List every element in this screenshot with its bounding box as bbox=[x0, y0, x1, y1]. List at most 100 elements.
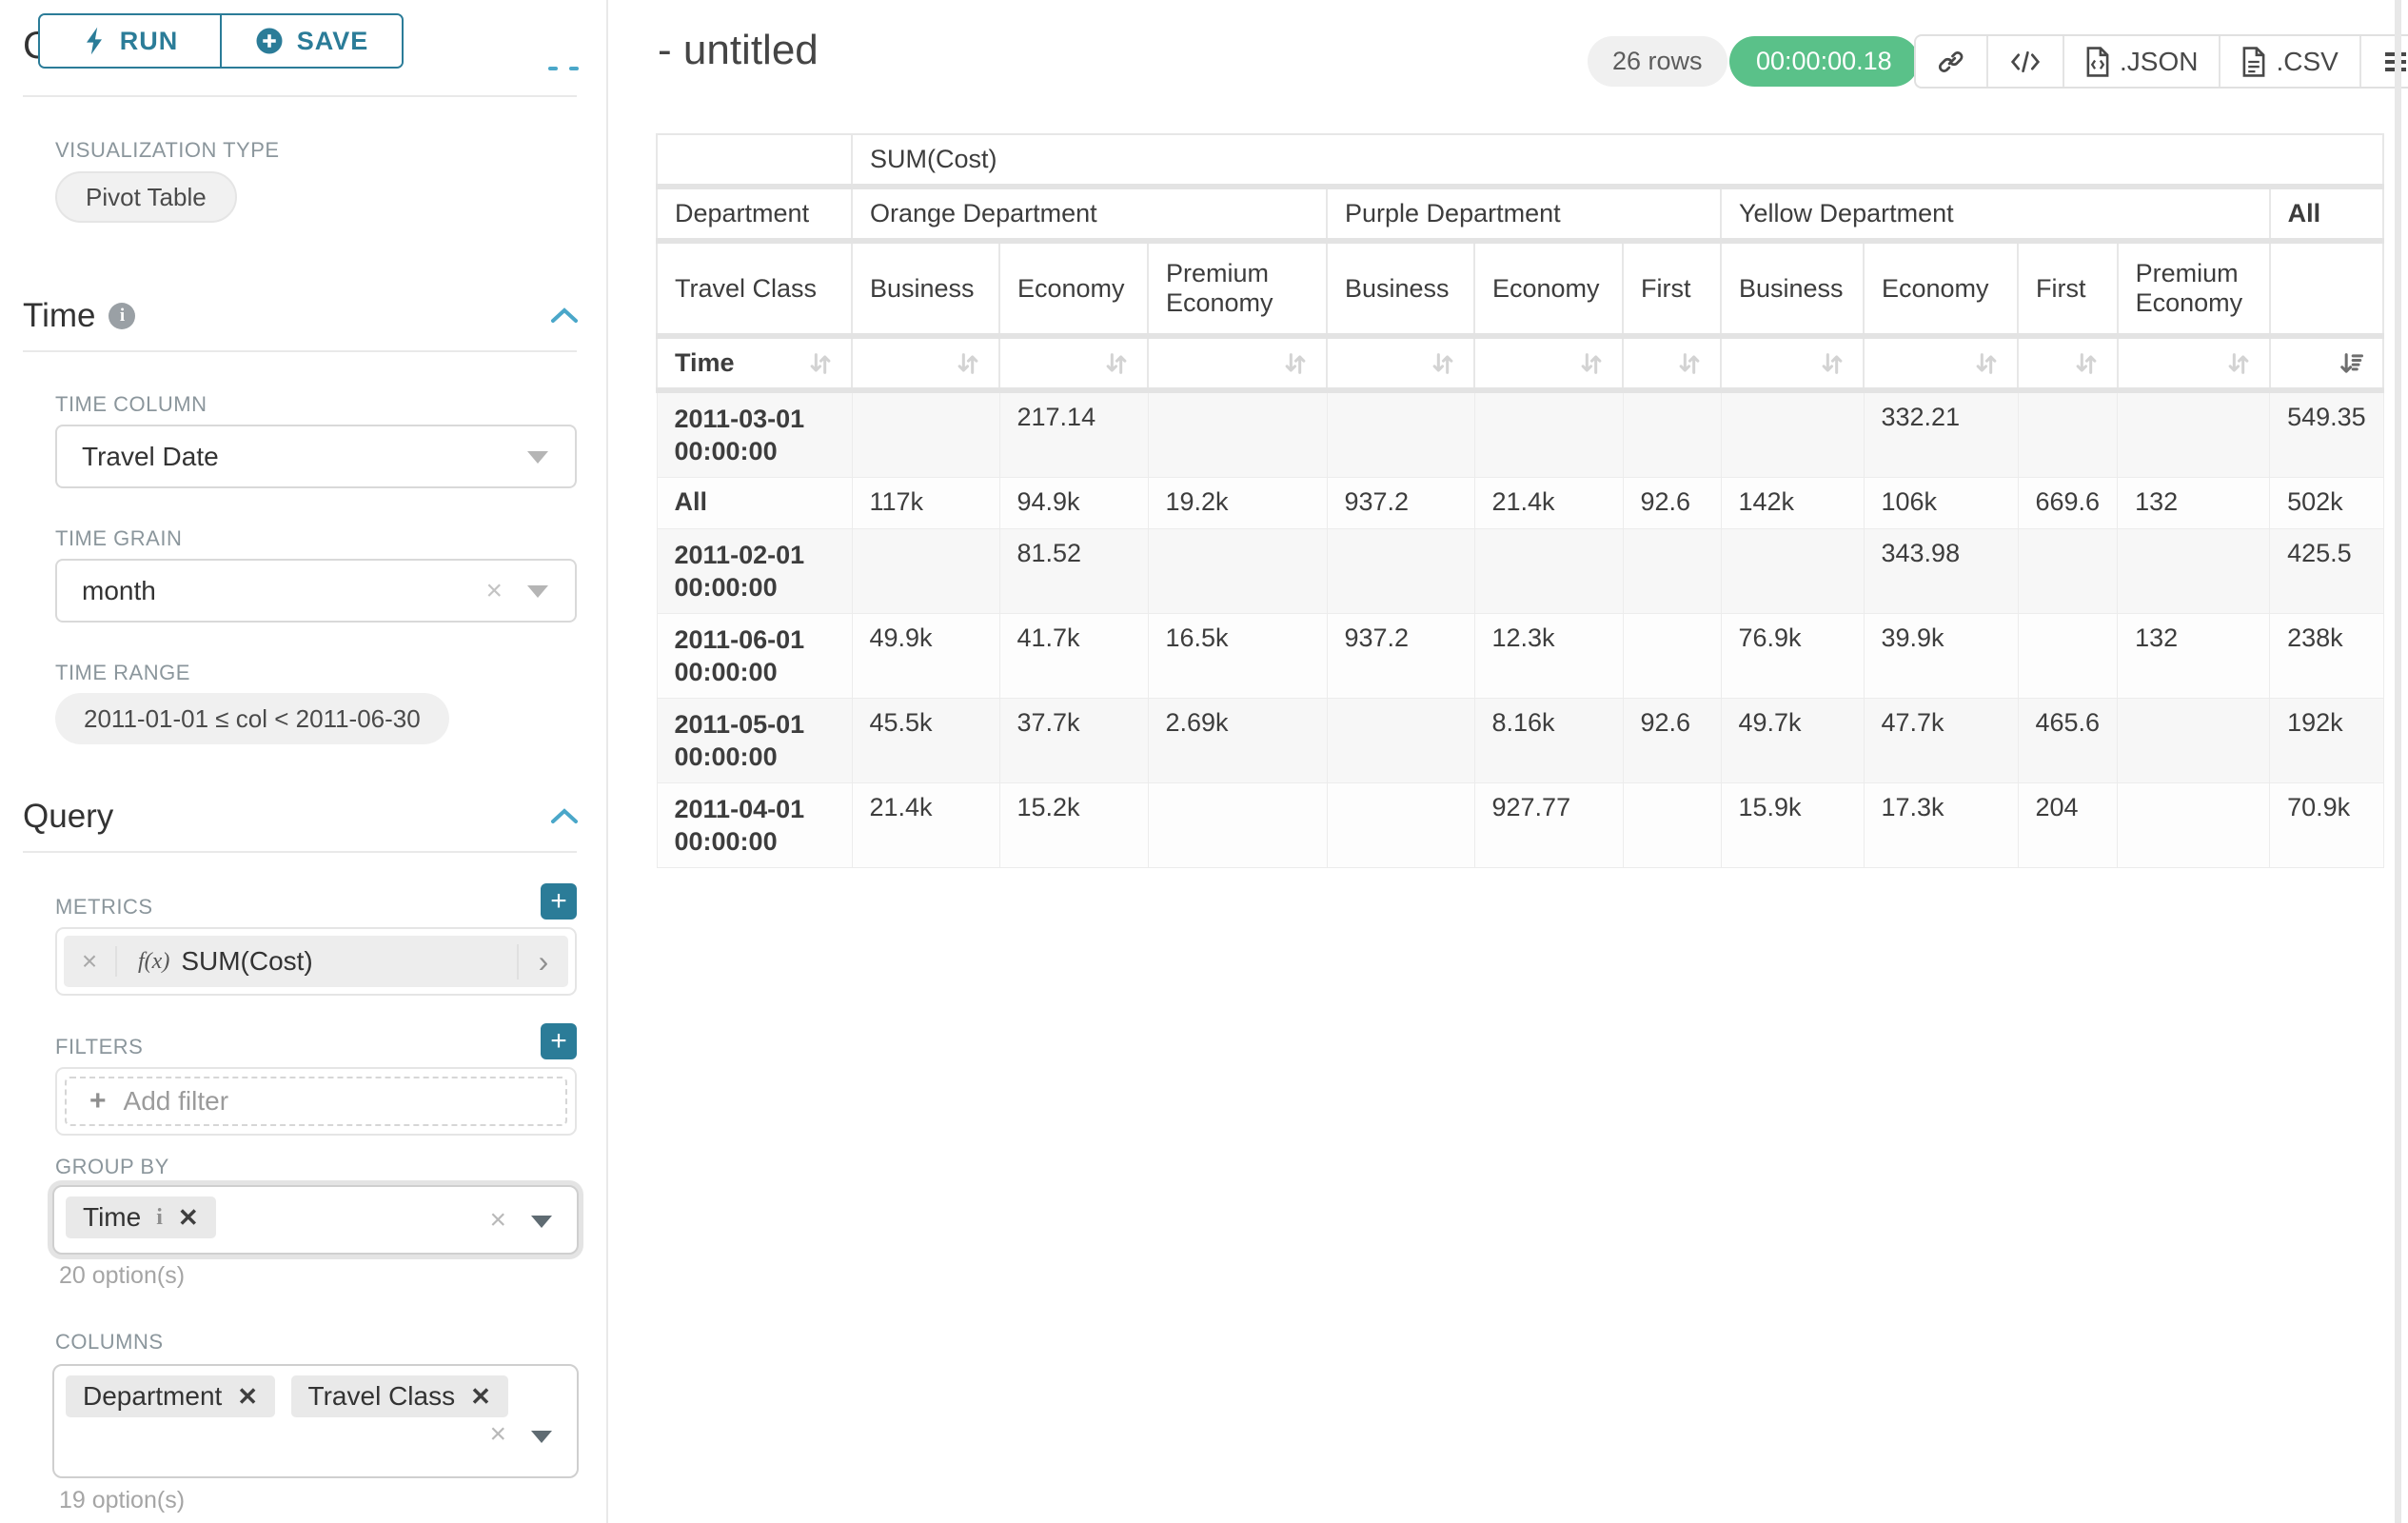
value-cell: 937.2 bbox=[1326, 477, 1475, 529]
value-cell bbox=[1720, 528, 1865, 614]
value-cell: 17.3k bbox=[1863, 782, 2019, 868]
caret-down-icon[interactable] bbox=[531, 1431, 552, 1443]
file-code-icon bbox=[2085, 46, 2110, 77]
query-timer-badge: 00:00:00.18 bbox=[1729, 36, 1919, 87]
remove-metric-icon[interactable]: × bbox=[64, 946, 117, 977]
value-cell: 37.7k bbox=[998, 698, 1149, 783]
sort-header-cell[interactable] bbox=[1473, 335, 1624, 393]
page-scrollbar[interactable] bbox=[2395, 0, 2401, 1523]
column-header: Premium Economy bbox=[1147, 240, 1328, 339]
add-filter-dropzone[interactable]: + Add filter bbox=[65, 1077, 567, 1126]
remove-chip-icon[interactable]: ✕ bbox=[237, 1381, 259, 1411]
group-by-select[interactable]: Time i ✕ × bbox=[52, 1185, 579, 1255]
value-cell bbox=[851, 528, 1000, 614]
run-save-button-group: RUN SAVE bbox=[38, 13, 404, 69]
sort-header-cell-active[interactable] bbox=[2268, 335, 2385, 393]
sort-header-cell[interactable] bbox=[851, 335, 1000, 393]
sort-header-cell[interactable] bbox=[1863, 335, 2019, 393]
dimension-label-cell: Travel Class bbox=[656, 240, 853, 339]
divider bbox=[23, 851, 577, 853]
value-cell: 70.9k bbox=[2269, 782, 2384, 868]
value-cell bbox=[1147, 389, 1328, 478]
time-column-select[interactable]: Travel Date bbox=[55, 425, 577, 488]
time-grain-select[interactable]: month × bbox=[55, 559, 577, 623]
columns-select[interactable]: Department ✕ Travel Class ✕ × bbox=[52, 1364, 579, 1478]
time-range-pill[interactable]: 2011-01-01 ≤ col < 2011-06-30 bbox=[55, 693, 449, 744]
column-header: Business bbox=[851, 240, 1000, 339]
column-header: Economy bbox=[1863, 240, 2019, 339]
caret-down-icon bbox=[527, 450, 548, 464]
sort-header-cell[interactable]: Time bbox=[656, 335, 853, 393]
value-cell bbox=[1473, 389, 1624, 478]
sort-icon bbox=[1973, 350, 2000, 377]
share-link-button[interactable] bbox=[1916, 36, 1986, 87]
info-icon: i bbox=[109, 303, 136, 329]
export-json-button[interactable]: .JSON bbox=[2063, 36, 2219, 87]
sort-header-cell[interactable] bbox=[2017, 335, 2119, 393]
group-by-chip[interactable]: Time i ✕ bbox=[66, 1197, 216, 1238]
columns-chip[interactable]: Travel Class ✕ bbox=[290, 1375, 508, 1417]
metric-chip[interactable]: × f(x) SUM(Cost) › bbox=[64, 936, 568, 987]
info-icon: i bbox=[156, 1204, 163, 1230]
remove-chip-icon[interactable]: ✕ bbox=[470, 1381, 491, 1411]
sort-icon bbox=[955, 350, 981, 377]
value-cell: 12.3k bbox=[1473, 613, 1624, 699]
sort-header-cell[interactable] bbox=[1147, 335, 1328, 393]
sort-header-cell[interactable] bbox=[1720, 335, 1865, 393]
value-cell: 106k bbox=[1863, 477, 2019, 529]
row-header-cell: 2011-02-01 00:00:00 bbox=[656, 528, 853, 614]
table-row: SUM(Cost) bbox=[656, 133, 2385, 189]
add-metric-button[interactable]: + bbox=[541, 883, 577, 920]
value-cell bbox=[1326, 528, 1475, 614]
value-cell: 132 bbox=[2117, 613, 2271, 699]
time-section-header[interactable]: Time i bbox=[23, 297, 136, 335]
sort-icon bbox=[1578, 350, 1605, 377]
save-button[interactable]: SAVE bbox=[220, 15, 402, 67]
sort-icon bbox=[1819, 350, 1845, 377]
sort-header-cell[interactable] bbox=[2116, 335, 2271, 393]
add-filter-button[interactable]: + bbox=[541, 1023, 577, 1059]
columns-hint: 19 option(s) bbox=[59, 1487, 186, 1513]
remove-chip-icon[interactable]: ✕ bbox=[177, 1202, 199, 1232]
column-header: Economy bbox=[998, 240, 1149, 339]
code-icon bbox=[2009, 49, 2042, 75]
chevron-up-icon[interactable] bbox=[550, 307, 579, 324]
filters-control: + Add filter bbox=[55, 1067, 577, 1136]
sort-header-cell[interactable] bbox=[998, 335, 1149, 393]
query-section-header[interactable]: Query bbox=[23, 798, 114, 835]
run-button[interactable]: RUN bbox=[40, 15, 220, 67]
column-header: Business bbox=[1720, 240, 1865, 339]
clear-icon[interactable]: × bbox=[489, 1204, 506, 1236]
value-cell: 8.16k bbox=[1473, 698, 1624, 783]
chevron-right-icon[interactable]: › bbox=[517, 943, 568, 979]
divider bbox=[23, 350, 577, 352]
columns-chip[interactable]: Department ✕ bbox=[66, 1375, 276, 1417]
sort-header-cell[interactable] bbox=[1622, 335, 1722, 393]
group-by-label: GROUP BY bbox=[55, 1155, 169, 1178]
value-cell: 45.5k bbox=[851, 698, 1000, 783]
export-csv-button[interactable]: .CSV bbox=[2219, 36, 2359, 87]
column-header bbox=[2268, 240, 2385, 339]
embed-code-button[interactable] bbox=[1986, 36, 2063, 87]
row-header-cell: All bbox=[656, 477, 853, 529]
table-row: 2011-03-01 00:00:00 217.14 332.21 549.35 bbox=[656, 389, 2384, 478]
row-header-cell: 2011-05-01 00:00:00 bbox=[656, 698, 853, 783]
table-row: All 117k 94.9k 19.2k 937.2 21.4k 92.6 142k 106k 6… bbox=[656, 477, 2384, 529]
viz-type-pill[interactable]: Pivot Table bbox=[55, 171, 237, 223]
table-row: 2011-06-01 00:00:00 49.9k 41.7k 16.5k 937.2 12… bbox=[656, 613, 2384, 699]
time-column-label: TIME COLUMN bbox=[55, 392, 207, 416]
value-cell bbox=[2017, 389, 2119, 478]
clear-icon[interactable]: × bbox=[485, 574, 503, 606]
column-header: Premium Economy bbox=[2116, 240, 2271, 339]
metrics-label: METRICS bbox=[55, 895, 153, 919]
value-cell: 343.98 bbox=[1863, 528, 2019, 614]
value-cell: 19.2k bbox=[1147, 477, 1328, 529]
chevron-up-icon[interactable] bbox=[550, 807, 579, 824]
chart-title[interactable]: - untitled bbox=[658, 27, 819, 73]
sort-header-cell[interactable] bbox=[1326, 335, 1475, 393]
clear-icon[interactable]: × bbox=[489, 1418, 506, 1450]
value-cell bbox=[2117, 782, 2271, 868]
sort-desc-icon bbox=[2339, 350, 2365, 377]
caret-down-icon[interactable] bbox=[531, 1216, 552, 1228]
